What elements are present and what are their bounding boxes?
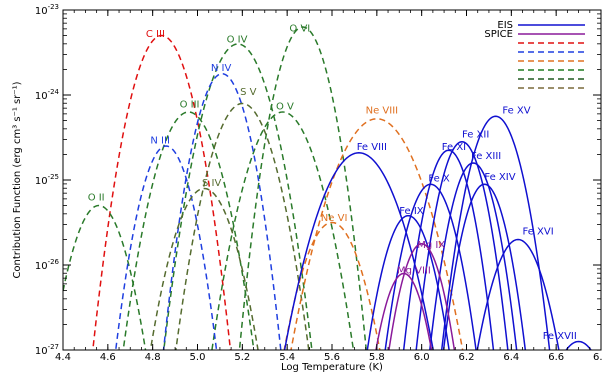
x-axis-title: Log Temperature (K) [281,362,383,373]
series-line-15 [402,149,495,350]
y-axis-title: Contribution Function (erg cm³ s⁻¹ sr⁻¹) [12,81,23,278]
series-line-9 [175,102,310,350]
x-tick-label-10: 6.4 [503,352,519,363]
legend-label-1: SPICE [484,29,513,40]
series-label-3: O IV [227,34,248,45]
y-axis: 10-23 10-24 10-25 10-26 10-27 [35,3,601,357]
y-tick-label-1: 10-24 [35,88,60,102]
series-line-0 [92,34,232,350]
series-label-11: Ne VIII [366,106,399,117]
y-tick-label-2: 10-25 [35,173,59,187]
series-label-7: N IV [211,63,232,74]
series-label-14: Fe X [428,174,450,185]
x-tick-label-6: 5.6 [324,352,340,363]
series-line-5 [238,26,368,350]
x-tick-label-1: 4.6 [100,352,116,363]
x-tick-label-5: 5.4 [279,352,295,363]
series-label-17: Fe XIII [471,151,501,162]
y-tick-label-4: 10-27 [35,343,59,357]
series-label-23: Mg VIII [397,266,431,277]
series-label-15: Fe XI [442,142,466,153]
series-label-6: N III [150,136,170,147]
series-line-2 [122,111,255,350]
series-label-0: C III [146,29,165,40]
series-line-21 [565,340,592,350]
y-tick-label-3: 10-26 [35,258,60,272]
series-label-12: Fe VIII [357,142,387,153]
legend-label-0: EIS [497,20,513,31]
series-label-19: Fe XV [502,106,530,117]
series-line-6 [114,145,218,350]
series-line-13 [366,214,450,350]
series-line-20 [476,238,560,350]
series-line-10 [283,221,381,350]
series-label-9: S V [240,87,257,98]
series-label-18: Fe XIV [484,172,515,183]
series-line-7 [162,72,282,350]
series-labels: C III O II O III O IV O V O VI N III N IV S IV S … [88,23,577,342]
x-tick-label-9: 6.2 [459,352,475,363]
series-label-2: O III [180,100,200,111]
series-line-19 [440,115,551,350]
series-line-23 [375,272,433,350]
x-tick-label-12: 6.8 [593,352,603,363]
series-label-4: O V [276,102,294,113]
x-tick-label-11: 6.6 [548,352,564,363]
series-line-22 [388,242,456,350]
series-label-10: Ne VI [321,213,348,224]
x-tick-label-3: 5.0 [190,352,206,363]
x-tick-label-7: 5.8 [369,352,385,363]
series-label-22: Mg IX [417,240,445,251]
series-label-21: Fe XVII [543,331,577,342]
series-label-1: O II [88,192,105,203]
x-tick-label-2: 4.8 [145,352,161,363]
series-label-20: Fe XVI [523,226,554,237]
series-line-16 [415,140,509,350]
series-label-5: O VI [289,23,310,34]
series-curves [63,26,592,350]
series-line-18 [442,183,527,350]
series-line-4 [211,111,355,350]
series-line-12 [283,152,434,350]
x-tick-label-8: 6.0 [414,352,430,363]
x-tick-label-0: 4.4 [55,352,71,363]
x-tick-label-4: 5.2 [234,352,250,363]
series-label-16: Fe XII [462,130,489,141]
series-line-8 [149,187,259,350]
y-tick-label-0: 10-23 [35,3,59,17]
series-line-17 [429,162,518,350]
series-label-13: Fe IX [399,206,423,217]
series-label-8: S IV [202,178,221,189]
x-axis: 4.4 4.6 4.8 5.0 5.2 5.4 5.6 5.8 6.0 6.2 6.4 6.6 6.8 [55,10,603,363]
